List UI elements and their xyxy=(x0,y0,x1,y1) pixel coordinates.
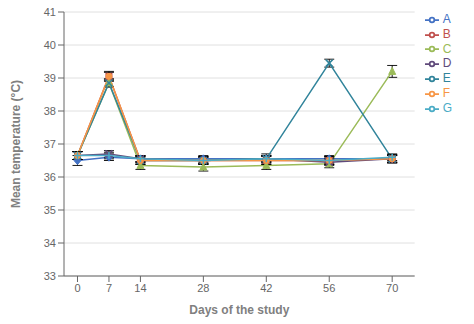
html-text:B: B xyxy=(442,26,451,41)
svg-text:34: 34 xyxy=(44,237,56,249)
svg-text:7: 7 xyxy=(106,282,112,294)
svg-text:Mean temperature (°C): Mean temperature (°C) xyxy=(9,80,23,208)
html-text:C: C xyxy=(442,41,452,56)
html-text:D: D xyxy=(442,56,452,71)
html-text:E: E xyxy=(442,71,451,86)
html-text:A: A xyxy=(442,12,451,26)
html-text:F: F xyxy=(442,86,450,101)
svg-text:40: 40 xyxy=(44,39,56,51)
svg-text:0: 0 xyxy=(74,282,80,294)
svg-text:39: 39 xyxy=(44,72,56,84)
svg-text:33: 33 xyxy=(44,270,56,282)
svg-text:42: 42 xyxy=(260,282,272,294)
svg-text:41: 41 xyxy=(44,6,56,18)
svg-text:35: 35 xyxy=(44,204,56,216)
svg-text:36: 36 xyxy=(44,171,56,183)
svg-text:38: 38 xyxy=(44,105,56,117)
svg-text:14: 14 xyxy=(134,282,146,294)
svg-text:28: 28 xyxy=(197,282,209,294)
svg-text:Days of the study: Days of the study xyxy=(189,303,289,317)
svg-text:37: 37 xyxy=(44,138,56,150)
svg-text:56: 56 xyxy=(323,282,335,294)
svg-text:70: 70 xyxy=(386,282,398,294)
html-text:G: G xyxy=(442,101,452,115)
